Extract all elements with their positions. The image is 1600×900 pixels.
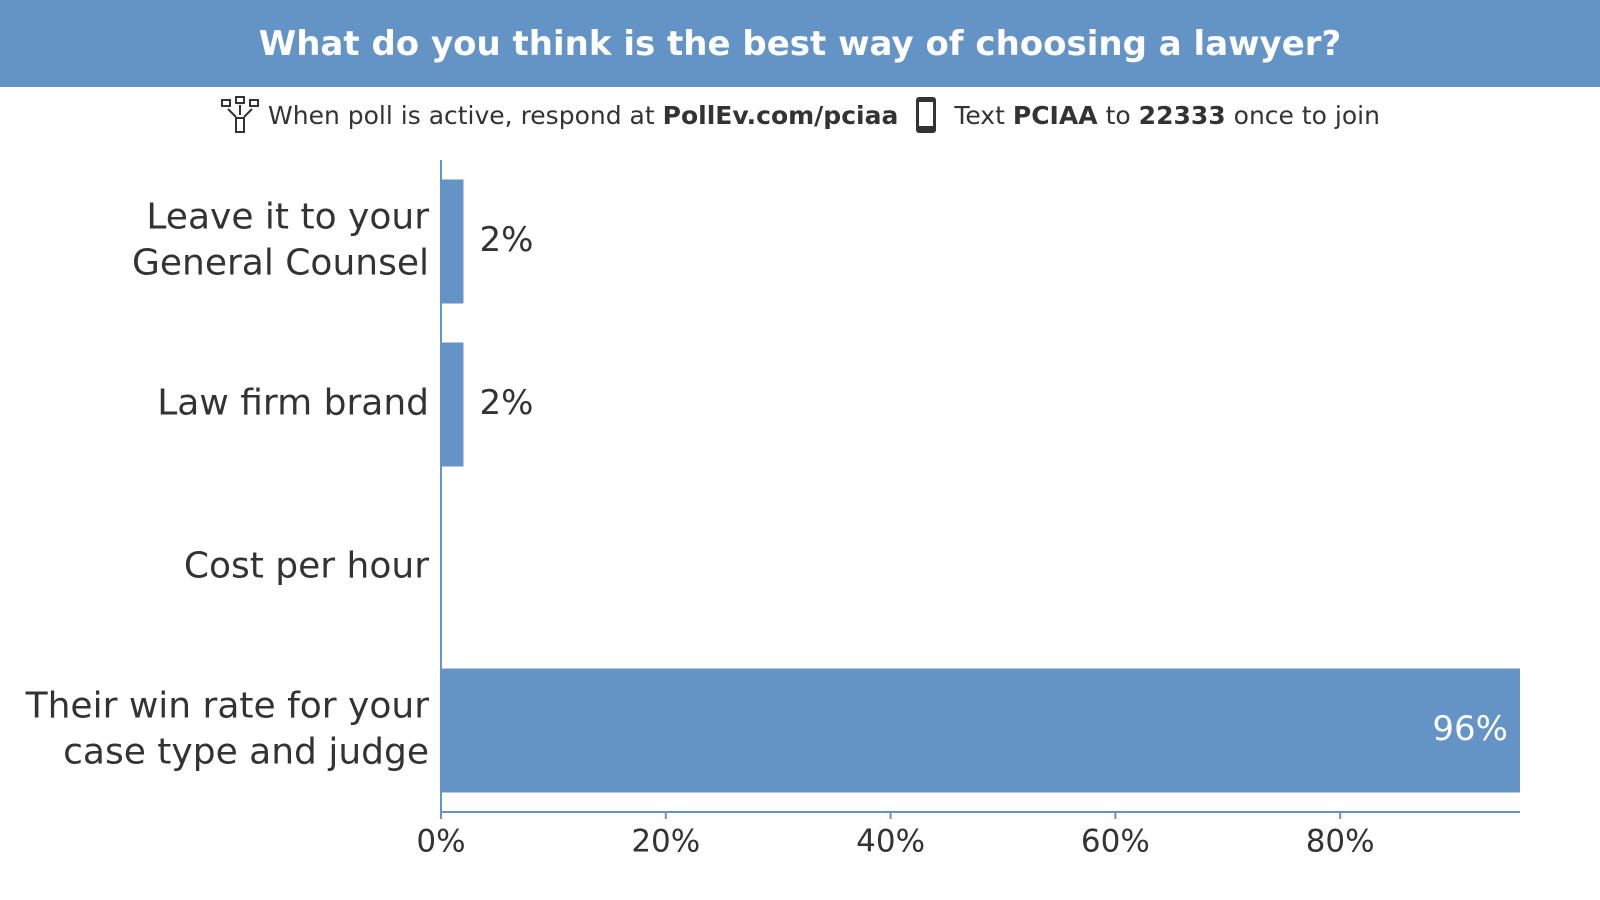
category-label: case type and judge xyxy=(63,732,429,773)
category-label: Their win rate for your xyxy=(25,686,430,727)
category-label: General Counsel xyxy=(132,243,429,284)
title: What do you think is the best way of cho… xyxy=(258,23,1342,64)
instruction-text: to xyxy=(1105,100,1131,130)
instruction-text: When poll is active, respond at xyxy=(268,100,655,130)
x-tick-label: 40% xyxy=(856,824,925,860)
category-label: Law firm brand xyxy=(157,383,429,424)
web-icon xyxy=(221,96,260,133)
bar xyxy=(441,668,1520,793)
value-label: 96% xyxy=(1432,709,1508,749)
instruction-text: once to join xyxy=(1233,100,1380,130)
chart: 0% 20% 40% 60% 80% Leave it to your General Co… xyxy=(25,160,1520,860)
value-label: 2% xyxy=(479,220,533,260)
x-tick-label: 0% xyxy=(416,824,465,860)
category-label: Cost per hour xyxy=(184,546,429,587)
category-label: Leave it to your xyxy=(146,197,429,238)
bar xyxy=(441,342,464,467)
x-tick-label: 60% xyxy=(1081,824,1150,860)
x-tick-label: 20% xyxy=(631,824,700,860)
phone-icon xyxy=(916,97,937,133)
value-label: 2% xyxy=(479,383,533,423)
x-tick-label: 80% xyxy=(1306,824,1375,860)
bar xyxy=(441,179,464,304)
instructions: When poll is active, respond at PollEv.c… xyxy=(0,87,1600,143)
instruction-text: Text xyxy=(954,100,1005,130)
instruction-url: PollEv.com/pciaa xyxy=(662,100,899,130)
header: What do you think is the best way of cho… xyxy=(0,0,1600,87)
instruction-code: PCIAA xyxy=(1012,100,1098,130)
instruction-number: 22333 xyxy=(1138,100,1226,130)
